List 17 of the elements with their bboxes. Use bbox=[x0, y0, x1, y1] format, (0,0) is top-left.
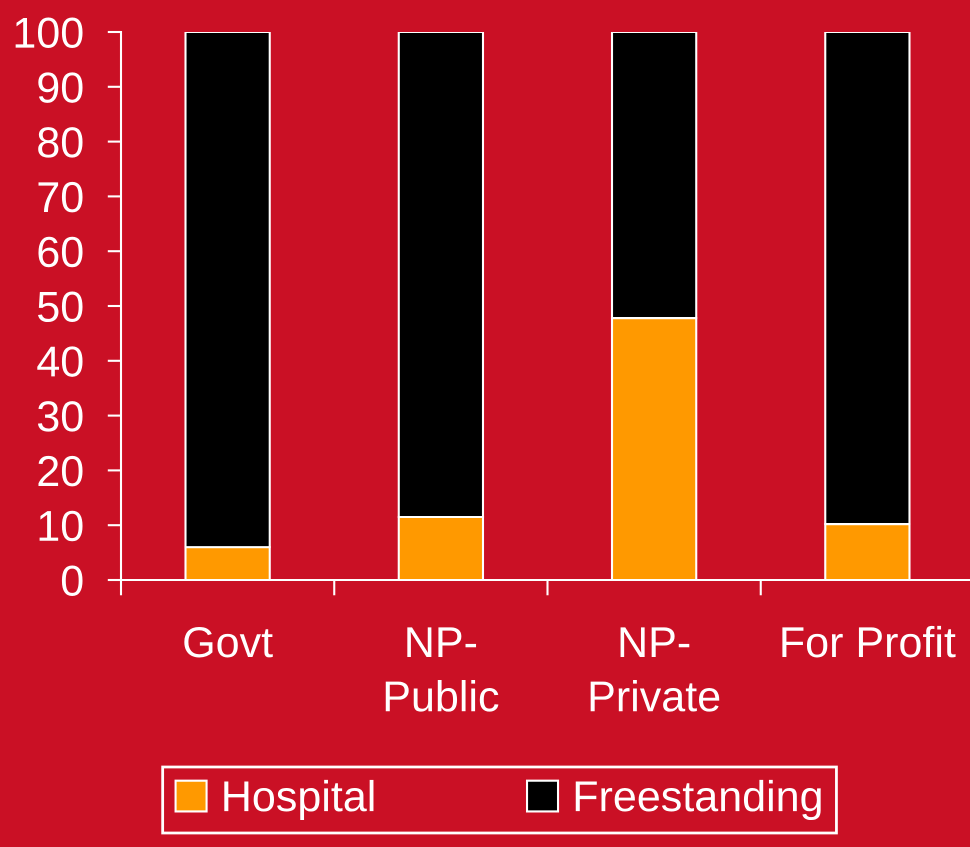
y-tick-label: 90 bbox=[38, 72, 83, 103]
y-tick-label: 40 bbox=[37, 346, 83, 377]
x-tick-label: For Profit bbox=[782, 626, 956, 658]
y-tick-label: 10 bbox=[40, 510, 83, 542]
y-tick-label: 100 bbox=[16, 18, 83, 48]
y-tick-label: 30 bbox=[38, 401, 83, 432]
legend-label: Hospital bbox=[224, 780, 374, 820]
x-tick-label: NP- Public bbox=[386, 627, 498, 712]
x-tick-label: Govt bbox=[184, 626, 273, 658]
legend-label: Freestanding bbox=[576, 780, 821, 820]
y-tick-label: 0 bbox=[62, 566, 83, 596]
y-tick-label: 50 bbox=[38, 292, 83, 322]
y-tick-label: 80 bbox=[38, 127, 83, 158]
y-tick-label: 70 bbox=[38, 182, 83, 212]
x-tick-label: NP- Private bbox=[590, 627, 720, 712]
y-tick-label: 60 bbox=[38, 236, 83, 268]
y-tick-label: 20 bbox=[38, 456, 83, 486]
